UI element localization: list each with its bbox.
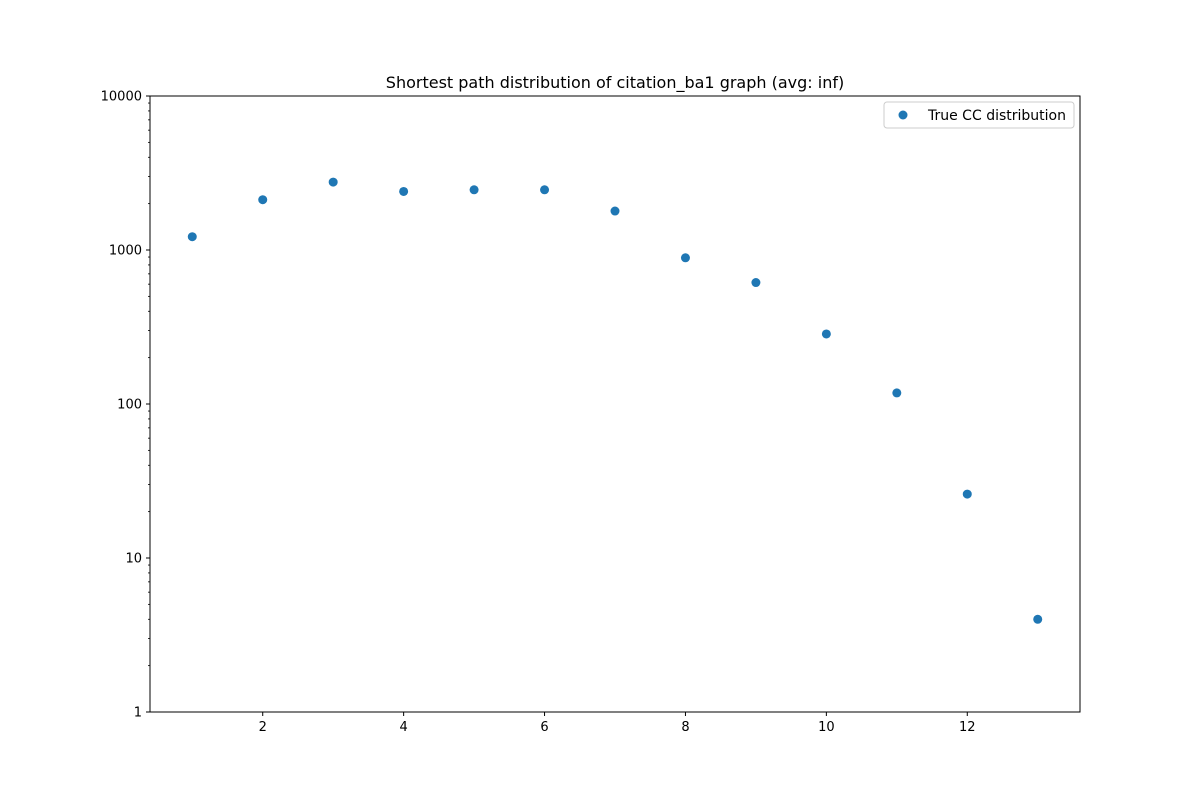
data-point (610, 206, 620, 216)
legend-box (883, 101, 1075, 129)
data-point (892, 388, 902, 398)
legend-marker (898, 110, 908, 120)
x-tick-label: 10 (818, 720, 835, 735)
legend-label: True CC distribution (927, 108, 1066, 124)
data-point (469, 185, 479, 195)
data-point (258, 195, 268, 205)
y-tick-label: 1000 (109, 244, 142, 259)
x-tick-label: 2 (259, 720, 267, 735)
data-point (540, 185, 550, 195)
x-axis: 2 4 6 8 10 12 (259, 712, 976, 735)
data-point (328, 177, 338, 187)
data-point (751, 278, 761, 288)
x-tick-label: 6 (540, 720, 548, 735)
x-tick-label: 8 (681, 720, 689, 735)
data-point (399, 186, 409, 196)
legend: True CC distribution (883, 101, 1075, 129)
data-point (1033, 614, 1043, 624)
data-point (680, 253, 690, 263)
x-tick-label: 4 (399, 720, 407, 735)
y-tick-label: 10000 (101, 90, 142, 105)
data-point (821, 329, 831, 339)
data-point (187, 232, 197, 242)
data-point (962, 489, 972, 499)
y-tick-label: 100 (117, 398, 142, 413)
y-axis: 1 10 100 1000 10000 (101, 90, 150, 721)
chart-title: Shortest path distribution of citation_b… (386, 73, 844, 93)
x-tick-label: 12 (959, 720, 976, 735)
y-tick-label: 10 (125, 552, 142, 567)
y-tick-label: 1 (134, 706, 142, 721)
data-points (187, 177, 1043, 624)
